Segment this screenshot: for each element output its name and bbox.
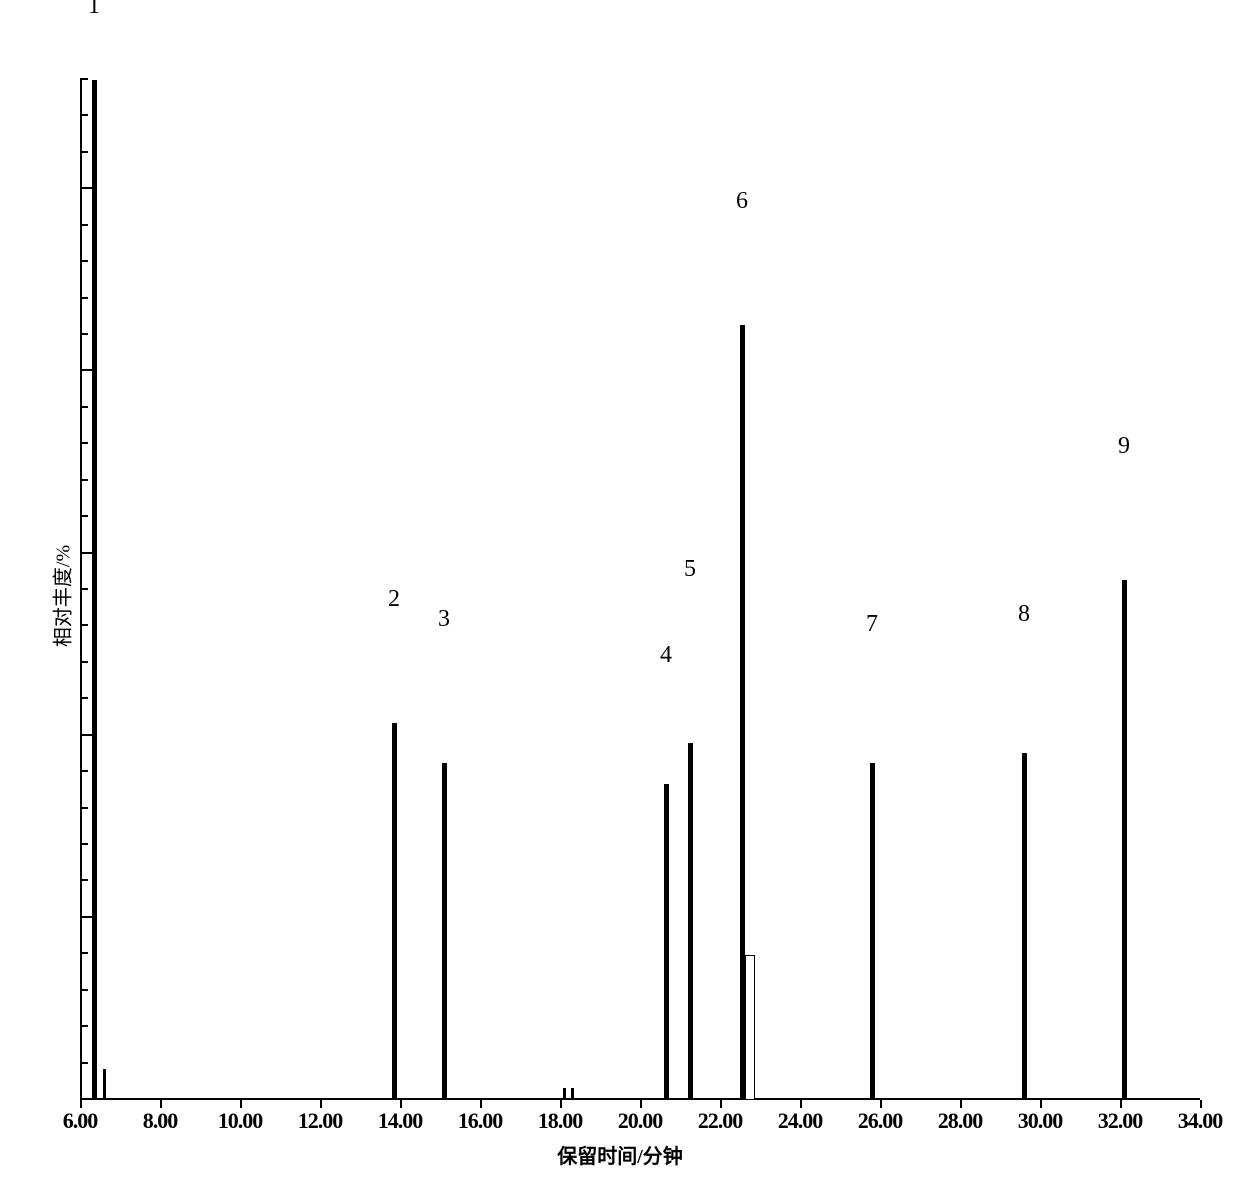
x-axis-tick (160, 1100, 162, 1108)
minor-bump (563, 1088, 566, 1100)
peak-9 (1122, 580, 1127, 1100)
x-axis-tick (80, 1100, 82, 1108)
x-axis-tick (720, 1100, 722, 1108)
peak-2 (392, 723, 397, 1100)
x-axis-tick (960, 1100, 962, 1108)
peak-8 (1022, 753, 1027, 1100)
x-axis-tick-label: 20.00 (618, 1108, 663, 1134)
peak-7 (870, 763, 875, 1100)
y-axis-label: 相对丰度/% (47, 545, 76, 647)
x-axis-tick-label: 26.00 (858, 1108, 903, 1134)
x-axis-tick-label: 10.00 (218, 1108, 263, 1134)
x-axis-tick-label: 22.00 (698, 1108, 743, 1134)
x-axis-tick (1120, 1100, 1122, 1108)
x-axis-tick-label: 12.00 (298, 1108, 343, 1134)
chromatogram-figure: 相对丰度/% 6.008.0010.0012.0014.0016.0018.00… (0, 0, 1240, 1192)
peak-shoulder (745, 955, 755, 1100)
x-axis-tick (1040, 1100, 1042, 1108)
x-axis-tick (800, 1100, 802, 1108)
peak-label-1: 1 (88, 0, 100, 20)
x-axis-tick (640, 1100, 642, 1108)
x-axis-tick (560, 1100, 562, 1108)
minor-bump (571, 1088, 574, 1100)
peak-label-6: 6 (736, 188, 748, 215)
y-axis-line (80, 80, 82, 1100)
x-axis-tick (1200, 1100, 1202, 1108)
x-axis-tick (320, 1100, 322, 1108)
x-axis-tick (880, 1100, 882, 1108)
peak-label-3: 3 (438, 606, 450, 633)
peak-label-4: 4 (660, 642, 672, 669)
minor-bump (103, 1069, 106, 1100)
x-axis-tick-label: 18.00 (538, 1108, 583, 1134)
peak-label-5: 5 (684, 556, 696, 583)
peak-label-7: 7 (866, 611, 878, 638)
x-axis-tick (400, 1100, 402, 1108)
x-axis-tick-label: 34.00 (1178, 1108, 1223, 1134)
peak-6 (740, 325, 745, 1100)
peak-1 (92, 80, 97, 1100)
x-axis-tick-label: 14.00 (378, 1108, 423, 1134)
peak-label-8: 8 (1018, 601, 1030, 628)
x-axis-tick-label: 16.00 (458, 1108, 503, 1134)
x-axis-tick-label: 30.00 (1018, 1108, 1063, 1134)
x-axis-label: 保留时间/分钟 (557, 1140, 683, 1169)
x-axis-tick-label: 28.00 (938, 1108, 983, 1134)
peak-label-2: 2 (388, 586, 400, 613)
peak-label-9: 9 (1118, 433, 1130, 460)
x-axis-tick-label: 24.00 (778, 1108, 823, 1134)
peak-3 (442, 763, 447, 1100)
x-axis-tick-label: 6.00 (63, 1108, 98, 1134)
x-axis-tick (480, 1100, 482, 1108)
plot-area: 6.008.0010.0012.0014.0016.0018.0020.0022… (80, 80, 1200, 1100)
x-axis-tick (240, 1100, 242, 1108)
peak-4 (664, 784, 669, 1100)
x-axis-tick-label: 32.00 (1098, 1108, 1143, 1134)
x-axis-tick-label: 8.00 (143, 1108, 178, 1134)
peak-5 (688, 743, 693, 1100)
